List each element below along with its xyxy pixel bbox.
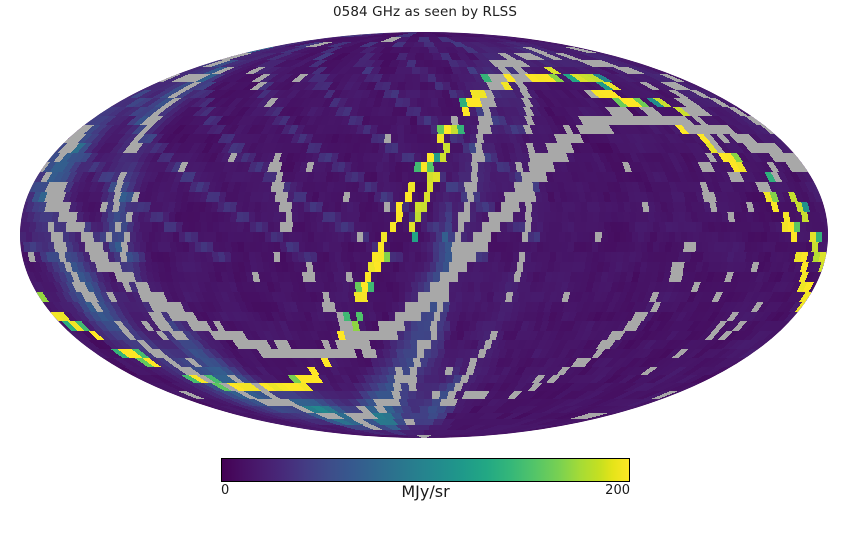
colorbar-tick-max: 200 [605,483,630,498]
colorbar-tick-min: 0 [221,483,230,498]
sky-map-panel [20,32,828,438]
page-title: 0584 GHz as seen by RLSS [332,4,518,20]
healpix-sky-image [20,32,828,438]
mollweide-projection-map [20,32,828,438]
colorbar-gradient [221,458,630,482]
colorbar-group: 0 200 MJy/sr [221,458,630,501]
colorbar-unit-label: MJy/sr [401,482,450,501]
